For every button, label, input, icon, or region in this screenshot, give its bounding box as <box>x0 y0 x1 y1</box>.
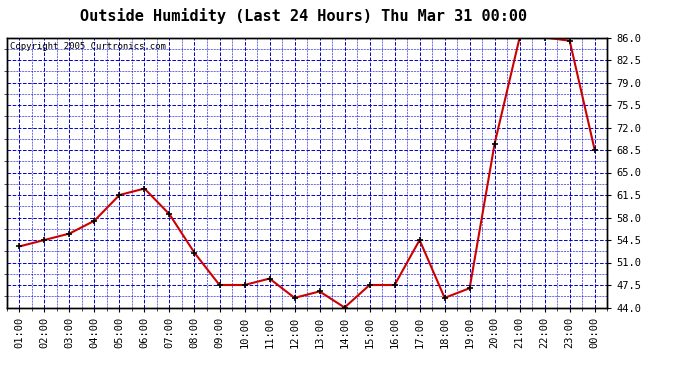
Text: Outside Humidity (Last 24 Hours) Thu Mar 31 00:00: Outside Humidity (Last 24 Hours) Thu Mar… <box>80 8 527 24</box>
Text: Copyright 2005 Curtronics.com: Copyright 2005 Curtronics.com <box>10 42 166 51</box>
